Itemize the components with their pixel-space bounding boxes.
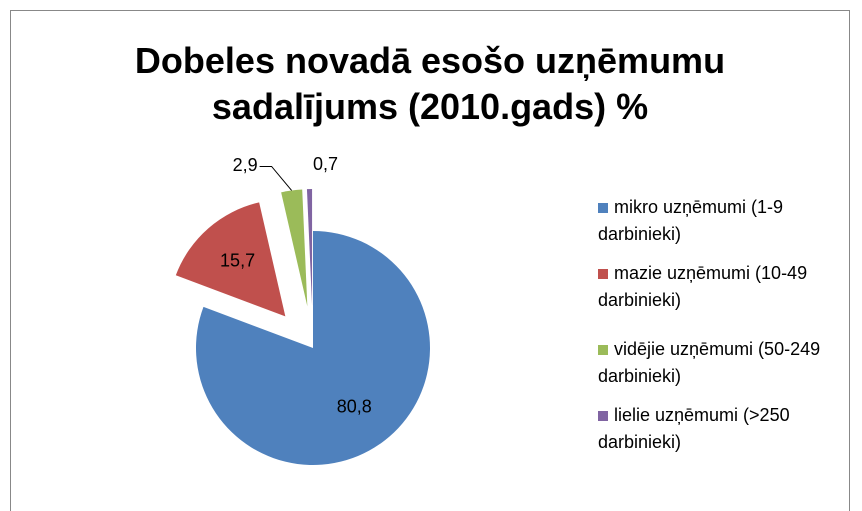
- data-label: 15,7: [220, 251, 255, 271]
- data-label: 0,7: [313, 154, 338, 174]
- legend-label: lielie uzņēmumi (>250 darbinieki): [598, 405, 790, 452]
- data-label: 2,9: [233, 155, 258, 175]
- pie-slice: [281, 189, 308, 307]
- legend-swatch: [598, 203, 608, 213]
- legend-entry: mazie uzņēmumi (10-49 darbinieki): [598, 260, 833, 314]
- legend-label: mikro uzņēmumi (1-9 darbinieki): [598, 197, 784, 244]
- data-label: 80,8: [337, 396, 372, 416]
- chart-frame: [10, 10, 850, 511]
- legend-label: vidējie uzņēmumi (50-249 darbinieki): [598, 339, 821, 386]
- legend-label: mazie uzņēmumi (10-49 darbinieki): [598, 263, 808, 310]
- legend-entry: vidējie uzņēmumi (50-249 darbinieki): [598, 336, 833, 390]
- legend-swatch: [598, 411, 608, 421]
- pie-slice: [306, 189, 313, 307]
- leader-line: [259, 165, 292, 191]
- legend-entry: lielie uzņēmumi (>250 darbinieki): [598, 402, 833, 456]
- legend-swatch: [598, 345, 608, 355]
- pie-slice: [195, 231, 430, 465]
- legend-entry: mikro uzņēmumi (1-9 darbinieki): [598, 194, 833, 248]
- chart-title: Dobeles novadā esošo uzņēmumu sadalījums…: [134, 40, 726, 127]
- legend-swatch: [598, 269, 608, 279]
- pie-slice: [175, 202, 286, 317]
